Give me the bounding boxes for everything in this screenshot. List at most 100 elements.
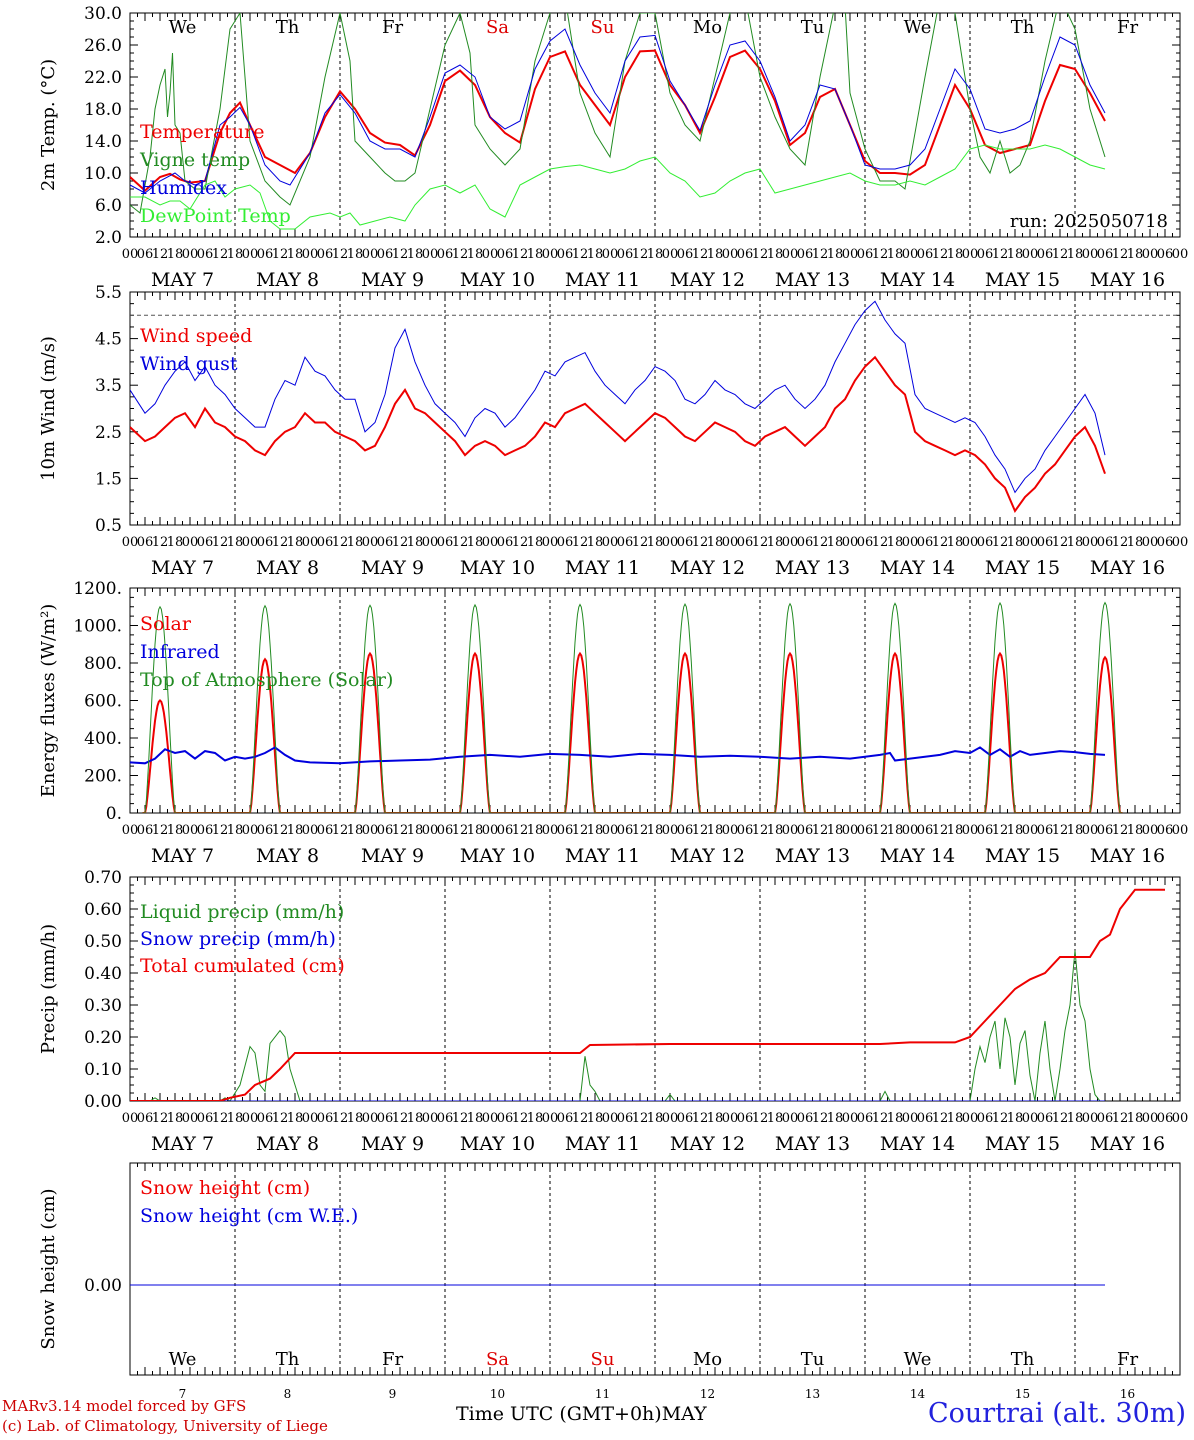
- date-label: MAY 14: [880, 1133, 955, 1155]
- hour-tick-label: 12: [272, 535, 289, 550]
- hour-tick-label: 00: [422, 1111, 439, 1126]
- hour-tick-label: 12: [872, 535, 889, 550]
- weekday-label: We: [169, 1349, 197, 1370]
- hour-tick-label: 18: [887, 535, 904, 550]
- y-tick-label: 0.00: [84, 1092, 122, 1112]
- hour-tick-label: 00: [422, 823, 439, 838]
- hour-tick-label: 06: [917, 823, 934, 838]
- date-label: MAY 8: [256, 557, 319, 579]
- date-label: MAY 11: [565, 1133, 640, 1155]
- hour-tick-label: 18: [767, 535, 784, 550]
- hour-tick-label: 06: [977, 823, 994, 838]
- weekday-label: Fr: [382, 17, 403, 38]
- date-label: MAY 15: [985, 845, 1060, 867]
- hour-tick-label: 12: [512, 247, 529, 262]
- hour-tick-label: 12: [332, 1111, 349, 1126]
- hour-tick-label: 12: [752, 535, 769, 550]
- hour-tick-label: 00: [722, 535, 739, 550]
- hour-tick-label: 12: [212, 823, 229, 838]
- hour-tick-label: 12: [1052, 535, 1069, 550]
- hour-tick-label: 06: [377, 1111, 394, 1126]
- weekday-label: Mo: [693, 17, 722, 38]
- hour-tick-label: 06: [917, 535, 934, 550]
- date-label: MAY 13: [775, 557, 850, 579]
- hour-tick-label: 18: [407, 823, 424, 838]
- hour-tick-label: 06: [137, 823, 154, 838]
- weekday-label: Th: [276, 17, 300, 38]
- hour-tick-label: 18: [1127, 823, 1144, 838]
- hour-tick-label: 12: [1052, 1111, 1069, 1126]
- date-label: MAY 11: [565, 845, 640, 867]
- y-tick-label: 0.00: [84, 1276, 122, 1296]
- hour-tick-label: 12: [1112, 535, 1129, 550]
- model-line: MARv3.14 model forced by GFS: [2, 1397, 247, 1415]
- hour-tick-label: 18: [347, 535, 364, 550]
- hour-tick-label: 18: [227, 823, 244, 838]
- day-number-label: 7: [179, 1387, 187, 1401]
- hour-tick-label: 06: [1097, 247, 1114, 262]
- hour-tick-label: 18: [1067, 247, 1084, 262]
- day-number-label: 14: [910, 1387, 926, 1401]
- hour-tick-label: 06: [857, 1111, 874, 1126]
- hour-tick-label: 18: [767, 823, 784, 838]
- hour-tick-label: 00: [482, 823, 499, 838]
- hour-tick-label: 00: [482, 535, 499, 550]
- hour-tick-label: 12: [872, 247, 889, 262]
- hour-tick-label: 00: [662, 535, 679, 550]
- hour-tick-label: 18: [587, 823, 604, 838]
- day-number-label: 9: [389, 1387, 397, 1401]
- hour-tick-label: 06: [497, 1111, 514, 1126]
- hour-tick-label: 06: [617, 535, 634, 550]
- panel-4: 0.00 0.10 0.20 0.30 0.40 0.50 0.60 0.70 Precip (…: [38, 868, 1188, 1155]
- hour-tick-label: 18: [1127, 247, 1144, 262]
- hour-tick-label: 12: [452, 823, 469, 838]
- hour-tick-label: 18: [827, 1111, 844, 1126]
- date-label: MAY 15: [985, 557, 1060, 579]
- hour-tick-label: 00: [362, 535, 379, 550]
- date-label: MAY 16: [1090, 269, 1165, 291]
- hour-tick-label: 18: [407, 247, 424, 262]
- hour-tick-label: 12: [512, 535, 529, 550]
- hour-tick-label: 06: [1097, 535, 1114, 550]
- hour-tick-label: 06: [557, 247, 574, 262]
- date-label: MAY 8: [256, 1133, 319, 1155]
- date-label: MAY 8: [256, 269, 319, 291]
- hour-tick-label: 00: [122, 247, 139, 262]
- hour-tick-label: 00: [1082, 247, 1099, 262]
- hour-tick-label: 06: [197, 823, 214, 838]
- hour-tick-label: 18: [587, 247, 604, 262]
- hour-tick-label: 12: [632, 823, 649, 838]
- y-tick-label: 2.5: [95, 423, 122, 443]
- y-tick-label: 30.0: [84, 4, 122, 24]
- hour-tick-label: 00: [542, 535, 559, 550]
- hour-tick-label: 00: [602, 247, 619, 262]
- hour-tick-label: 00: [902, 535, 919, 550]
- hour-tick-label: 12: [932, 823, 949, 838]
- hour-tick-label: 06: [1157, 535, 1174, 550]
- hour-tick-label: 00: [902, 823, 919, 838]
- hour-tick-label: 12: [572, 823, 589, 838]
- hour-tick-label: 06: [197, 535, 214, 550]
- hour-tick-label: 18: [407, 1111, 424, 1126]
- series-line-4-3: [130, 888, 1165, 1101]
- hour-tick-label: 06: [977, 247, 994, 262]
- date-label: MAY 13: [775, 1133, 850, 1155]
- hour-tick-label: 18: [227, 1111, 244, 1126]
- hour-tick-label: 06: [797, 247, 814, 262]
- hour-tick-label: 06: [377, 535, 394, 550]
- hour-tick-label: 06: [677, 247, 694, 262]
- day-number-label: 8: [284, 1387, 292, 1401]
- hour-tick-label: 00: [122, 535, 139, 550]
- hour-tick-label: 00: [302, 247, 319, 262]
- hour-tick-label: 12: [812, 823, 829, 838]
- hour-tick-label: 00: [722, 823, 739, 838]
- hour-tick-label: 18: [887, 1111, 904, 1126]
- hour-tick-label: 06: [497, 247, 514, 262]
- hour-tick-label: 12: [812, 1111, 829, 1126]
- y-tick-label: 6.0: [95, 196, 122, 216]
- time-axis-title: Time UTC (GMT+0h): [456, 1403, 662, 1425]
- hour-tick-label: 18: [1067, 1111, 1084, 1126]
- hour-tick-label: 12: [212, 247, 229, 262]
- hour-tick-label: 12: [332, 823, 349, 838]
- hour-tick-label: 12: [332, 247, 349, 262]
